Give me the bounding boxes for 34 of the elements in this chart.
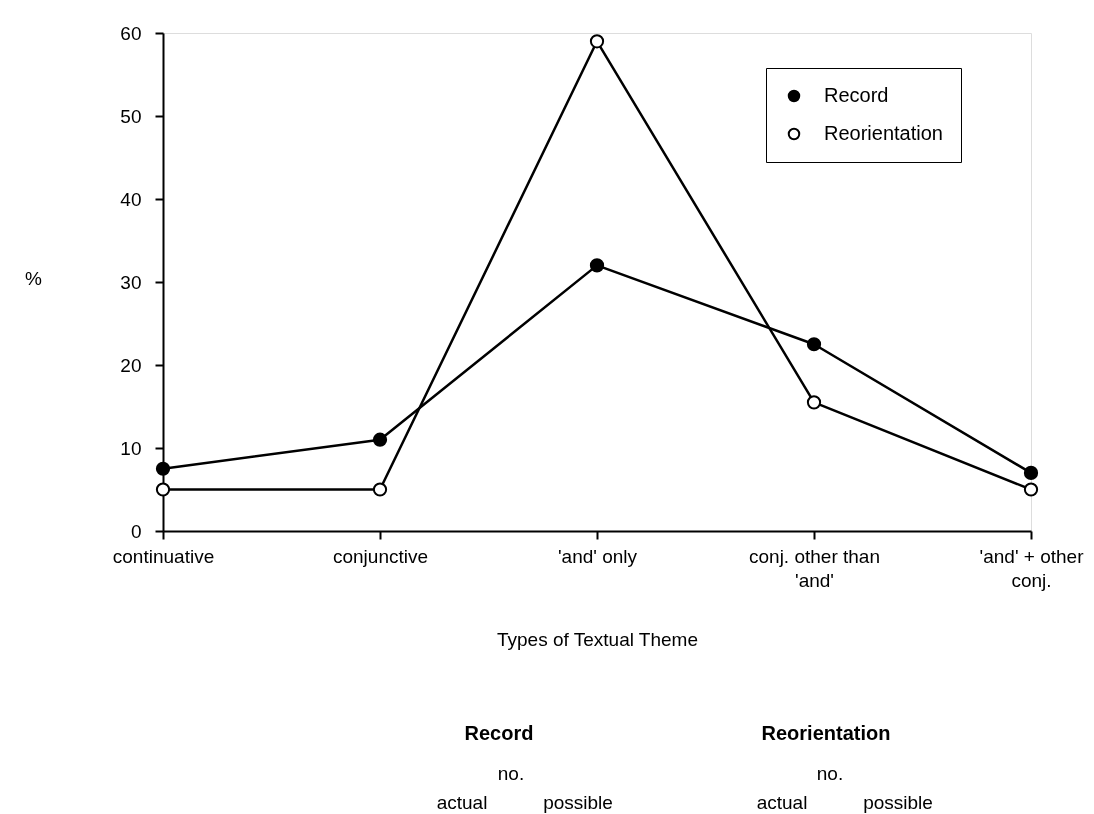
y-tick-label: 20 xyxy=(120,354,142,376)
point xyxy=(372,432,388,447)
x-tick-label: continuative xyxy=(112,545,215,567)
y-tick-label: 40 xyxy=(120,188,142,210)
point xyxy=(589,34,605,49)
point xyxy=(1023,482,1039,497)
text: no. xyxy=(816,763,844,784)
x-tick-label: 'and' only xyxy=(557,545,638,567)
text: Record xyxy=(464,722,534,744)
y-tick-label: 60 xyxy=(120,22,142,44)
text: actual xyxy=(436,792,488,813)
legend-label: Reorientation xyxy=(824,122,943,144)
y-tick-label: 50 xyxy=(120,105,142,127)
x-tick-label: conj. other than 'and' xyxy=(749,545,880,591)
text: possible xyxy=(863,792,933,813)
point xyxy=(372,482,388,497)
point xyxy=(806,337,822,352)
y-tick-label: 30 xyxy=(120,271,142,293)
x-axis-title: Types of Textual Theme xyxy=(496,628,699,650)
point xyxy=(1023,465,1039,481)
text: no. xyxy=(497,763,525,784)
point xyxy=(155,482,171,497)
point xyxy=(806,395,822,410)
text: possible xyxy=(543,792,613,813)
x-tick-label: conjunctive xyxy=(332,545,429,567)
y-axis-title: % xyxy=(25,267,43,289)
point xyxy=(155,461,171,476)
legend-label: Record xyxy=(824,84,889,106)
y-tick-label: 0 xyxy=(130,520,142,542)
text: actual xyxy=(756,792,808,813)
y-tick-label: 10 xyxy=(120,437,142,459)
x-tick-label: 'and' + other conj. xyxy=(979,545,1085,591)
point xyxy=(589,258,605,273)
text: Reorientation xyxy=(761,722,891,744)
